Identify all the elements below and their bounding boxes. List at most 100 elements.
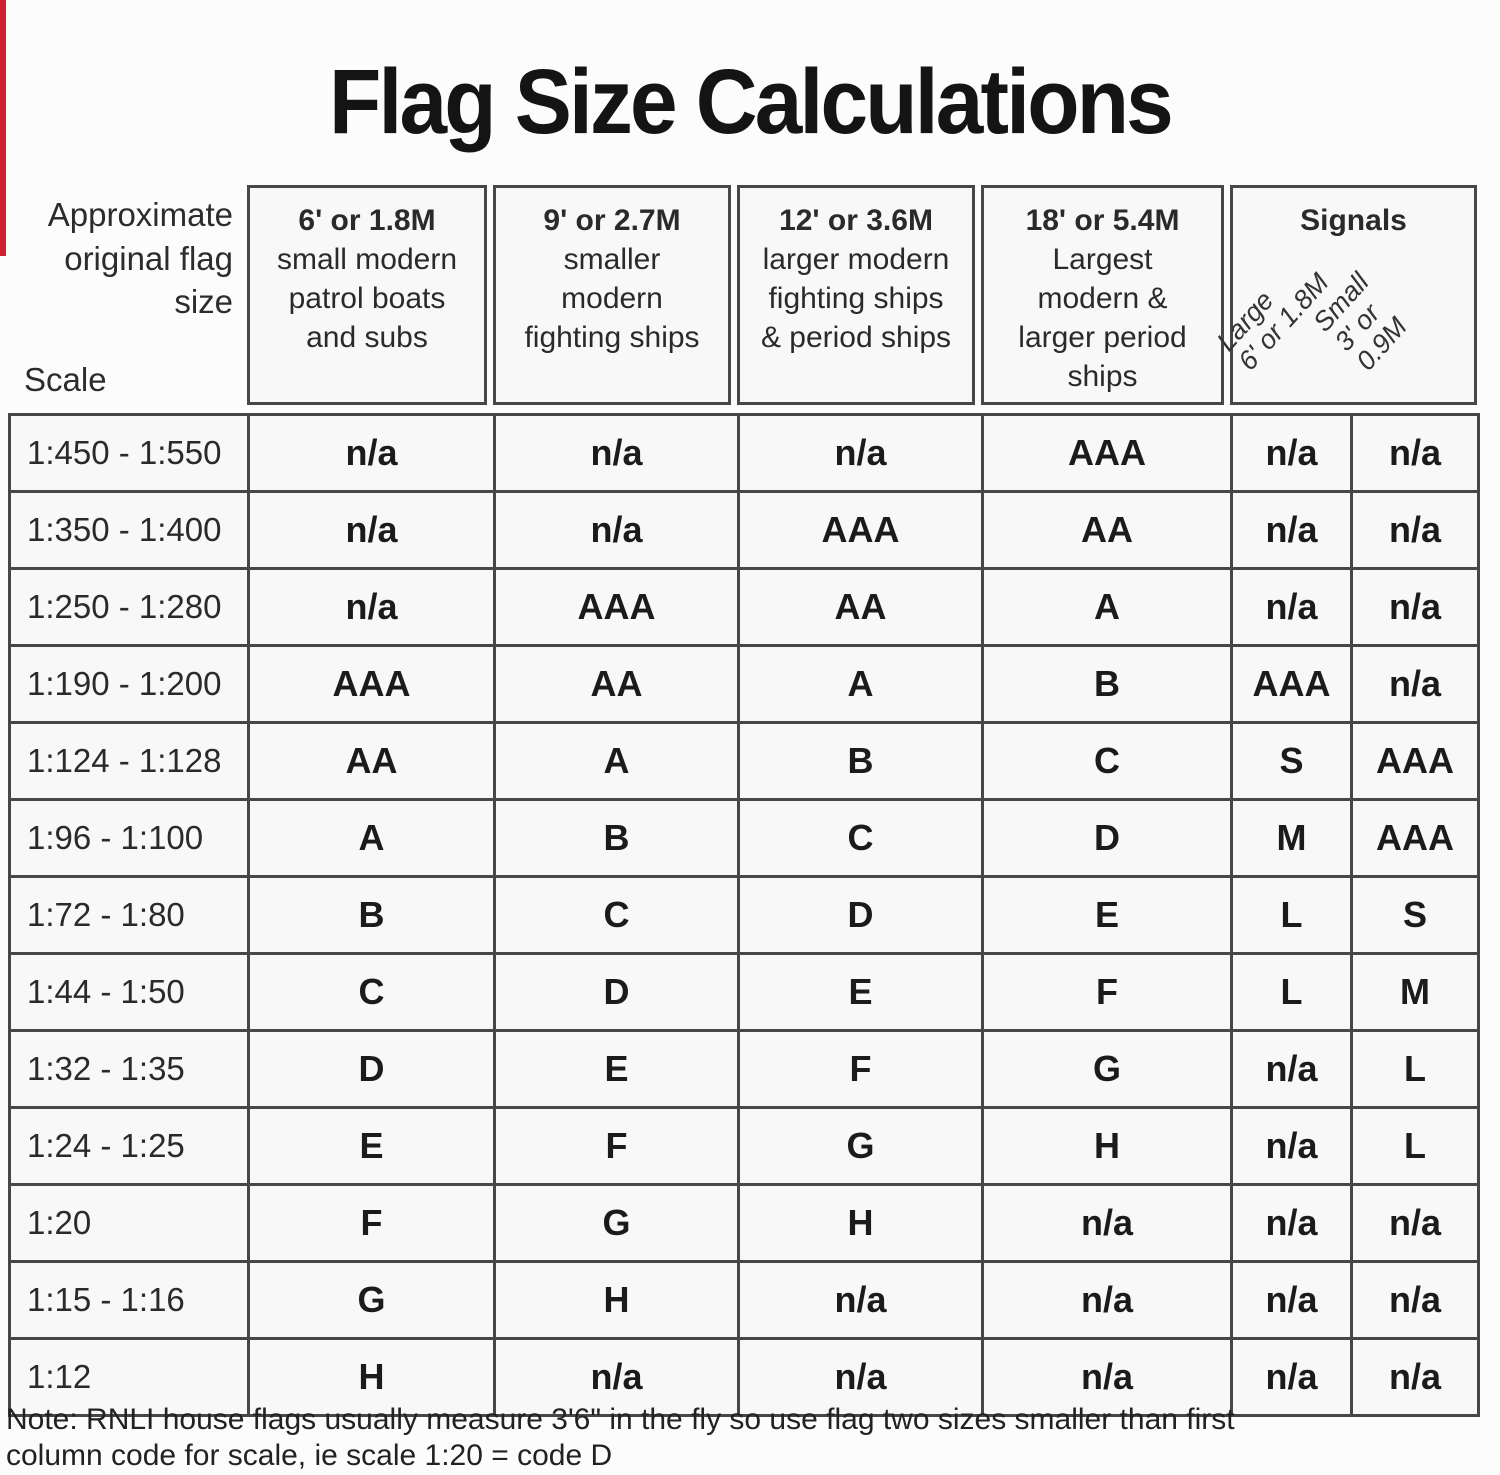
code-cell: D	[247, 1029, 496, 1109]
code-cell: S	[1230, 721, 1353, 801]
code-cell: F	[247, 1183, 496, 1263]
scale-cell: 1:350 - 1:400	[8, 490, 250, 570]
code-cell: E	[737, 952, 984, 1032]
code-cell: n/a	[247, 567, 496, 647]
code-cell: G	[247, 1260, 496, 1340]
code-cell: n/a	[1230, 1260, 1353, 1340]
code-cell: C	[247, 952, 496, 1032]
table-row: 1:250 - 1:280 n/a AAA AA A n/a n/a	[8, 567, 1480, 647]
code-cell: n/a	[737, 413, 984, 493]
table-body: 1:450 - 1:550 n/a n/a n/a AAA n/a n/a 1:…	[8, 413, 1480, 1417]
column-size-label: 9' or 2.7M	[543, 204, 681, 237]
code-cell: D	[737, 875, 984, 955]
code-cell: G	[493, 1183, 740, 1263]
code-cell: D	[493, 952, 740, 1032]
column-header-signals: Signals Large 6' or 1.8M Small 3' or 0.9…	[1211, 185, 1477, 405]
code-cell: n/a	[493, 490, 740, 570]
column-size-label: 18' or 5.4M	[1025, 204, 1180, 237]
code-cell: L	[1230, 875, 1353, 955]
table-header-row: Approximate original flag size Scale 6' …	[8, 185, 1477, 405]
column-desc-label: small modern patrol boats and subs	[276, 243, 458, 354]
code-cell: n/a	[981, 1260, 1233, 1340]
code-cell: H	[737, 1183, 984, 1263]
code-cell: AAA	[1350, 721, 1480, 801]
code-cell: n/a	[1230, 490, 1353, 570]
scale-cell: 1:124 - 1:128	[8, 721, 250, 801]
code-cell: A	[247, 798, 496, 878]
scale-cell: 1:32 - 1:35	[8, 1029, 250, 1109]
code-cell: F	[737, 1029, 984, 1109]
code-cell: S	[1350, 875, 1480, 955]
code-cell: G	[737, 1106, 984, 1186]
code-cell: M	[1230, 798, 1353, 878]
corner-top-label: Approximate original flag size	[47, 196, 233, 321]
code-cell: E	[981, 875, 1233, 955]
scale-cell: 1:96 - 1:100	[8, 798, 250, 878]
code-cell: n/a	[1230, 1106, 1353, 1186]
code-cell: E	[493, 1029, 740, 1109]
table-row: 1:32 - 1:35 D E F G n/a L	[8, 1029, 1480, 1109]
code-cell: n/a	[1350, 1183, 1480, 1263]
corner-scale-label: Scale	[24, 361, 107, 398]
table-row: 1:72 - 1:80 B C D E L S	[8, 875, 1480, 955]
code-cell: H	[493, 1260, 740, 1340]
column-desc-label: smaller modern fighting ships	[524, 243, 700, 354]
code-cell: n/a	[981, 1183, 1233, 1263]
table-row: 1:24 - 1:25 E F G H n/a L	[8, 1106, 1480, 1186]
code-cell: n/a	[247, 413, 496, 493]
code-cell: C	[737, 798, 984, 878]
code-cell: AAA	[1350, 798, 1480, 878]
code-cell: n/a	[1230, 1337, 1353, 1417]
footnote-line1: Note: RNLI house flags usually measure 3…	[6, 1403, 1235, 1436]
code-cell: AA	[737, 567, 984, 647]
scale-cell: 1:15 - 1:16	[8, 1260, 250, 1340]
code-cell: n/a	[981, 1337, 1233, 1417]
table-row: 1:44 - 1:50 C D E F L M	[8, 952, 1480, 1032]
code-cell: n/a	[1350, 413, 1480, 493]
code-cell: B	[247, 875, 496, 955]
code-cell: H	[981, 1106, 1233, 1186]
code-cell: A	[737, 644, 984, 724]
code-cell: AA	[247, 721, 496, 801]
table-row: 1:96 - 1:100 A B C D M AAA	[8, 798, 1480, 878]
code-cell: C	[981, 721, 1233, 801]
scale-cell: 1:190 - 1:200	[8, 644, 250, 724]
code-cell: AAA	[1230, 644, 1353, 724]
flag-size-table: 1:450 - 1:550 n/a n/a n/a AAA n/a n/a 1:…	[8, 413, 1480, 1417]
code-cell: n/a	[1350, 567, 1480, 647]
code-cell: B	[737, 721, 984, 801]
code-cell: n/a	[1230, 567, 1353, 647]
code-cell: E	[247, 1106, 496, 1186]
column-size-label: 6' or 1.8M	[298, 204, 436, 237]
scale-cell: 1:24 - 1:25	[8, 1106, 250, 1186]
code-cell: AAA	[493, 567, 740, 647]
table-row: 1:15 - 1:16 G H n/a n/a n/a n/a	[8, 1260, 1480, 1340]
code-cell: n/a	[1350, 1337, 1480, 1417]
code-cell: n/a	[737, 1337, 984, 1417]
column-header-12ft: 12' or 3.6M larger modern fighting ships…	[737, 185, 975, 405]
code-cell: n/a	[493, 413, 740, 493]
code-cell: n/a	[1230, 1029, 1353, 1109]
table-row: 1:20 F G H n/a n/a n/a	[8, 1183, 1480, 1263]
scale-cell: 1:12	[8, 1337, 250, 1417]
column-desc-label: larger modern fighting ships & period sh…	[760, 243, 952, 354]
scale-cell: 1:44 - 1:50	[8, 952, 250, 1032]
column-header-6ft: 6' or 1.8M small modern patrol boats and…	[247, 185, 487, 405]
code-cell: B	[493, 798, 740, 878]
signals-label: Signals	[1300, 204, 1407, 237]
code-cell: AAA	[981, 413, 1233, 493]
code-cell: n/a	[1350, 1260, 1480, 1340]
code-cell: AAA	[737, 490, 984, 570]
code-cell: L	[1350, 1106, 1480, 1186]
code-cell: B	[981, 644, 1233, 724]
code-cell: n/a	[1350, 490, 1480, 570]
code-cell: L	[1350, 1029, 1480, 1109]
code-cell: AAA	[247, 644, 496, 724]
column-header-9ft: 9' or 2.7M smaller modern fighting ships	[493, 185, 731, 405]
code-cell: n/a	[1230, 1183, 1353, 1263]
left-edge-red-mark	[0, 0, 6, 256]
code-cell: A	[493, 721, 740, 801]
code-cell: n/a	[493, 1337, 740, 1417]
code-cell: A	[981, 567, 1233, 647]
